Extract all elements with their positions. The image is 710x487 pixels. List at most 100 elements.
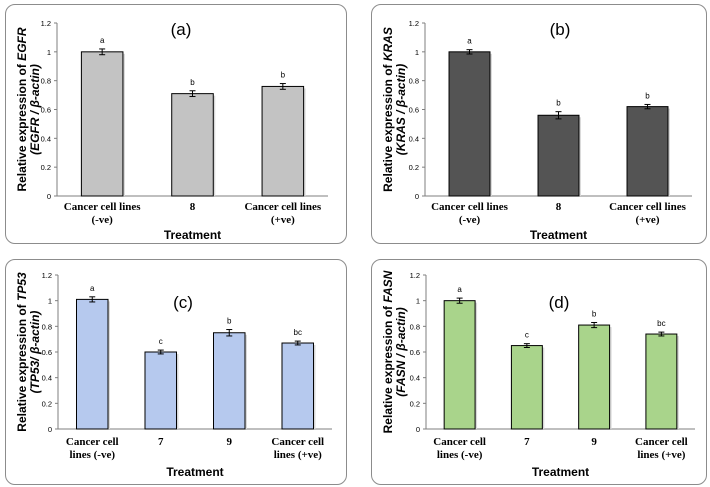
y-tick-label-d: 1.2 [410,271,420,280]
category-label-line: lines (-ve) [69,449,115,461]
significance-letter-d: bc [657,319,665,328]
y-tick-label-a: 0.2 [41,163,51,172]
y-tick-label-c: 1 [48,297,52,306]
bar-a [261,85,305,197]
category-label-d: Cancer cell lines (-ve) [433,436,486,461]
y-tick-label-a: 0.4 [41,134,51,143]
significance-letter-a: b [281,71,286,80]
bar-b [626,106,669,197]
significance-letter-a: a [100,36,105,45]
y-tick-label-c: 0.8 [42,322,52,331]
bar-d [510,345,543,430]
category-label-c: 9 [227,436,233,448]
y-tick-label-d: 0.2 [410,399,420,408]
chart-panel-a: 0 0.2 0.4 0.6 0.8 1 1.2 a Cancer cell lines (-ve)… [5,4,347,244]
category-label-line: Cancer cell lines [609,201,686,213]
y-tick-label-d: 0.4 [410,374,420,383]
y-axis-title-line2-b: (KRAS / β-actin) [394,64,408,155]
y-axis-title-d: Relative expression of FASN(FASN / β-act… [381,270,408,433]
category-label-line: (+ve) [271,214,295,226]
y-axis-title-text: Relative expression of [15,301,29,432]
significance-letter-b: b [556,99,561,108]
panel-label-b: (b) [550,20,571,39]
y-tick-label-d: 0 [416,425,420,434]
y-tick-label-a: 0 [47,192,51,201]
y-tick-label-d: 0.8 [410,322,420,331]
category-label-c: 7 [158,436,164,448]
category-label-b: 8 [556,201,562,213]
bar-c [144,351,178,430]
bar-b [537,114,580,197]
category-label-line: Cancer cell [271,436,324,448]
y-tick-label-b: 1 [415,48,419,57]
category-label-a: Cancer cell lines (+ve) [244,201,321,226]
y-axis-title-gene: KRAS [381,27,395,61]
category-label-line: 9 [591,436,597,448]
category-label-line: 8 [190,201,196,213]
bar-a [80,51,124,197]
category-label-c: Cancer cell lines (+ve) [271,436,324,461]
y-axis-title-line1-a: Relative expression of EGFR [15,27,29,191]
category-label-line: Cancer cell lines [244,201,321,213]
category-label-line: (+ve) [636,214,660,226]
category-label-a: 8 [190,201,196,213]
y-axis-title-line2-a: (EGFR / β-actin) [28,64,42,155]
significance-letter-c: a [90,284,95,293]
category-label-line: 7 [524,436,530,448]
y-tick-label-c: 0.4 [42,374,52,383]
category-label-line: Cancer cell lines [64,201,141,213]
y-tick-label-a: 1.2 [41,19,51,28]
category-label-line: lines (-ve) [437,449,483,461]
y-axis-title-gene: EGFR [15,27,29,61]
y-axis-title-line1-c: Relative expression of TP53 [15,272,29,432]
y-axis-title-c: Relative expression of TP53(TP53/ β-acti… [15,272,42,432]
panel-label-a: (a) [171,20,192,39]
y-tick-label-b: 0.8 [409,77,419,86]
y-tick-label-b: 0.6 [409,106,419,115]
significance-letter-b: b [645,91,650,100]
chart-panel-d: 0 0.2 0.4 0.6 0.8 1 1.2 a Cancer cell lines (-ve)… [371,259,707,485]
y-axis-title-text: Relative expression of [15,61,29,192]
category-label-line: Cancer cell [433,436,486,448]
y-axis-title-gene: TP53 [15,272,29,301]
y-tick-label-c: 1.2 [42,271,52,280]
y-axis-title-line1-b: Relative expression of KRAS [381,27,395,192]
category-label-line: Cancer cell [635,436,688,448]
category-label-line: (-ve) [91,214,113,226]
y-axis-title-gene: FASN [381,270,395,302]
panel-label-d: (d) [549,293,570,312]
panel-label-c: (c) [173,293,193,312]
y-tick-label-a: 1 [47,48,51,57]
bar-c [75,298,109,430]
bar-d [443,300,476,430]
y-tick-label-c: 0.6 [42,348,52,357]
significance-letter-a: b [190,78,195,87]
x-axis-title-a: Treatment [164,228,221,242]
y-tick-label-b: 0.4 [409,134,419,143]
x-axis-title-d: Treatment [532,465,589,479]
category-label-line: (-ve) [459,214,481,226]
chart-panel-b: 0 0.2 0.4 0.6 0.8 1 1.2 a Cancer cell lines (-ve)… [371,4,707,244]
category-label-line: 9 [227,436,233,448]
bar-b [448,51,491,197]
y-tick-label-d: 1 [416,297,420,306]
bar-d [645,333,678,430]
significance-letter-c: bc [294,328,302,337]
category-label-line: lines (+ve) [274,449,322,461]
y-axis-title-b: Relative expression of KRAS(KRAS / β-act… [381,27,408,192]
chart-panel-c: 0 0.2 0.4 0.6 0.8 1 1.2 a Cancer cell lines (-ve)… [5,259,347,485]
category-label-d: Cancer cell lines (+ve) [635,436,688,461]
y-tick-label-b: 0 [415,192,419,201]
category-label-d: 9 [591,436,597,448]
x-axis-title-c: Treatment [166,465,223,479]
category-label-a: Cancer cell lines (-ve) [64,201,141,226]
category-label-b: Cancer cell lines (-ve) [431,201,508,226]
category-label-line: lines (+ve) [637,449,685,461]
category-label-line: 7 [158,436,164,448]
bar-a [171,93,214,197]
y-axis-title-a: Relative expression of EGFR(EGFR / β-act… [15,27,42,191]
